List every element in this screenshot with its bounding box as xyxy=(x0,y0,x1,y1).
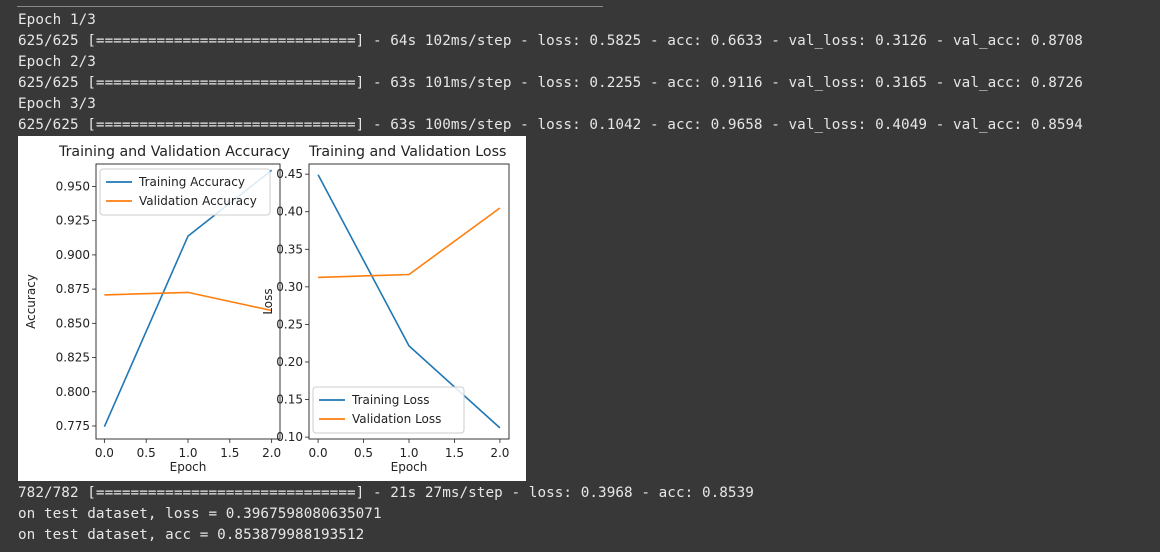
legend-label: Training Accuracy xyxy=(138,175,245,189)
x-tick-label: 0.0 xyxy=(309,446,328,460)
x-axis-label: Epoch xyxy=(391,460,428,474)
console-line: 782/782 [==============================]… xyxy=(18,485,754,501)
chart-title: Training and Validation Accuracy xyxy=(58,144,290,160)
y-tick-label: 0.15 xyxy=(276,393,303,407)
y-tick-label: 0.40 xyxy=(276,205,303,219)
console-line: Epoch 2/3 xyxy=(18,54,96,70)
legend-label: Validation Accuracy xyxy=(139,194,257,208)
console-line: on test dataset, acc = 0.853879988193512 xyxy=(18,527,365,543)
y-tick-label: 0.30 xyxy=(276,280,303,294)
y-tick-label: 0.45 xyxy=(276,167,303,181)
x-tick-label: 1.0 xyxy=(178,446,197,460)
x-tick-label: 1.0 xyxy=(399,446,418,460)
y-tick-label: 0.925 xyxy=(56,214,90,228)
y-tick-label: 0.35 xyxy=(276,242,303,256)
y-tick-label: 0.900 xyxy=(56,248,90,262)
x-tick-label: 0.0 xyxy=(95,446,114,460)
x-tick-label: 2.0 xyxy=(262,446,281,460)
x-axis-label: Epoch xyxy=(170,460,207,474)
console-line: Epoch 3/3 xyxy=(18,96,96,112)
x-tick-label: 1.5 xyxy=(445,446,464,460)
x-tick-label: 0.5 xyxy=(137,446,156,460)
y-tick-label: 0.950 xyxy=(56,179,90,193)
y-tick-label: 0.10 xyxy=(276,430,303,444)
console-line: 625/625 [==============================]… xyxy=(18,117,1083,133)
y-axis-label: Accuracy xyxy=(24,274,38,329)
x-tick-label: 2.0 xyxy=(490,446,509,460)
console-line: Epoch 1/3 xyxy=(18,12,96,28)
series-line-1 xyxy=(318,207,501,279)
y-tick-label: 0.850 xyxy=(56,316,90,330)
y-tick-label: 0.875 xyxy=(56,282,90,296)
legend-label: Validation Loss xyxy=(352,412,441,426)
y-tick-label: 0.775 xyxy=(56,419,90,433)
console-line: 625/625 [==============================]… xyxy=(18,75,1083,91)
console-line: on test dataset, loss = 0.39675980806350… xyxy=(18,506,382,522)
figure-canvas: Training and Validation Accuracy 0.0 0.5 1.… xyxy=(24,144,509,474)
y-tick-label: 0.25 xyxy=(276,317,303,331)
y-tick-label: 0.20 xyxy=(276,355,303,369)
legend-box xyxy=(99,168,271,216)
output-separator xyxy=(17,6,603,7)
legend-label: Training Loss xyxy=(351,393,429,407)
series-line-0 xyxy=(317,174,501,429)
legend-box xyxy=(312,386,465,434)
x-tick-label: 0.5 xyxy=(354,446,373,460)
chart-title: Training and Validation Loss xyxy=(308,144,506,160)
series-line-1 xyxy=(104,291,272,312)
y-tick-label: 0.800 xyxy=(56,385,90,399)
y-tick-label: 0.825 xyxy=(56,351,90,365)
x-tick-label: 1.5 xyxy=(220,446,239,460)
training-history-figure: Training and Validation Accuracy 0.0 0.5 1.… xyxy=(18,136,526,481)
y-axis-label: Loss xyxy=(261,288,275,314)
console-line: 625/625 [==============================]… xyxy=(18,33,1083,49)
